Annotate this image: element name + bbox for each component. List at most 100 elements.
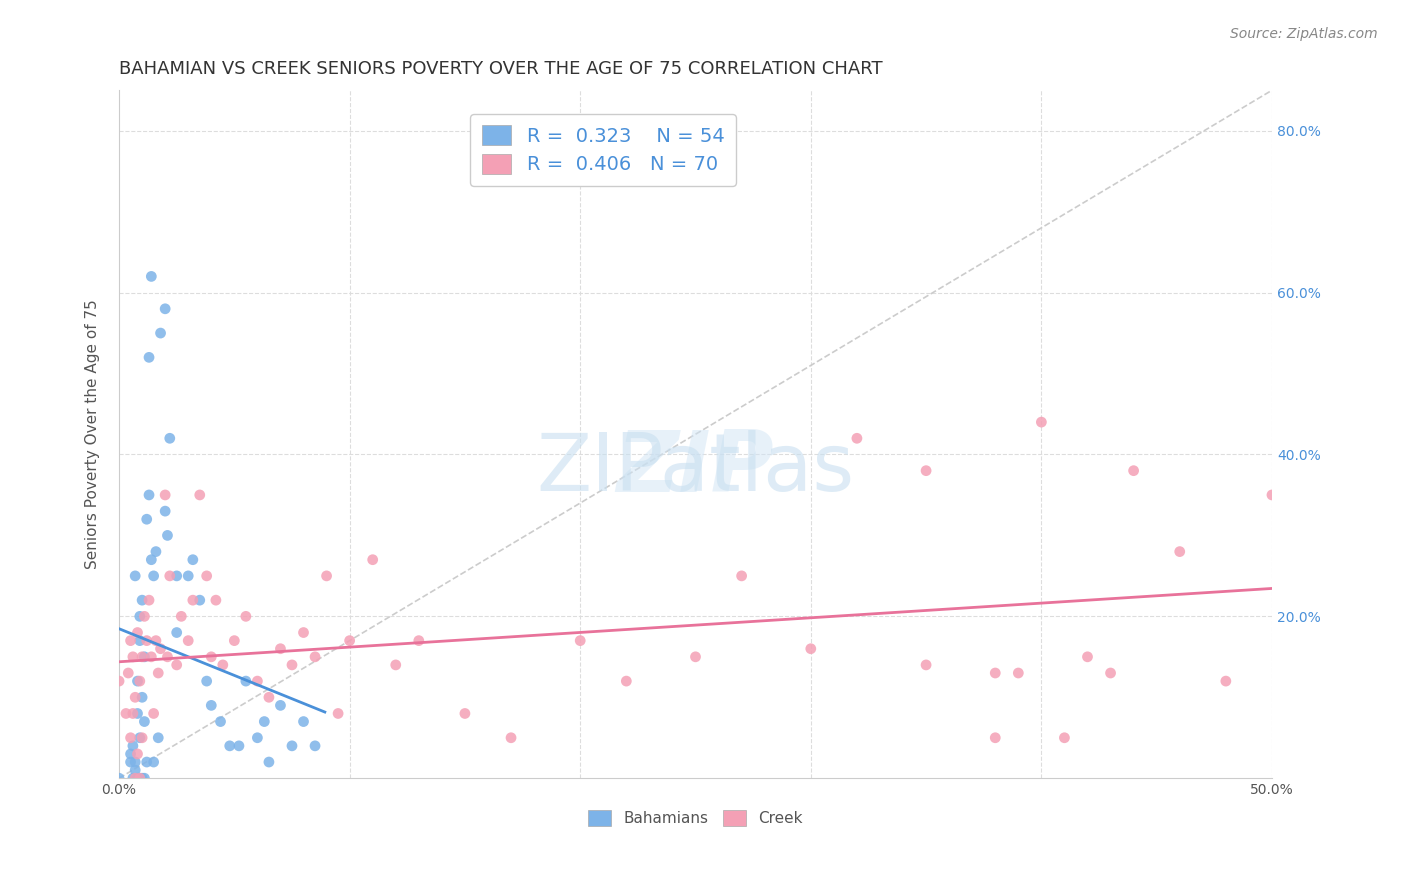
- Point: [1007, 665, 1029, 680]
- Point: [166, 625, 188, 640]
- Point: [124, 771, 146, 785]
- Point: [281, 739, 304, 753]
- Point: [195, 674, 218, 689]
- Point: [209, 714, 232, 729]
- Point: [141, 269, 163, 284]
- Point: [115, 706, 138, 721]
- Text: BAHAMIAN VS CREEK SENIORS POVERTY OVER THE AGE OF 75 CORRELATION CHART: BAHAMIAN VS CREEK SENIORS POVERTY OVER T…: [120, 60, 883, 78]
- Point: [120, 747, 142, 761]
- Point: [142, 706, 165, 721]
- Point: [1261, 488, 1284, 502]
- Point: [124, 569, 146, 583]
- Point: [128, 674, 150, 689]
- Point: [1215, 674, 1237, 689]
- Point: [127, 674, 149, 689]
- Point: [159, 569, 181, 583]
- Point: [142, 755, 165, 769]
- Point: [315, 569, 337, 583]
- Point: [122, 706, 145, 721]
- Point: [200, 649, 222, 664]
- Point: [218, 739, 240, 753]
- Point: [499, 731, 522, 745]
- Point: [141, 552, 163, 566]
- Point: [1122, 464, 1144, 478]
- Point: [142, 569, 165, 583]
- Point: [149, 641, 172, 656]
- Point: [135, 633, 157, 648]
- Text: ZIP: ZIP: [617, 427, 775, 510]
- Point: [120, 755, 142, 769]
- Point: [127, 771, 149, 785]
- Point: [120, 731, 142, 745]
- Point: [845, 431, 868, 445]
- Point: [984, 665, 1007, 680]
- Point: [253, 714, 276, 729]
- Point: [128, 771, 150, 785]
- Point: [915, 464, 938, 478]
- Point: [108, 771, 131, 785]
- Point: [131, 731, 153, 745]
- Point: [166, 569, 188, 583]
- Point: [127, 747, 149, 761]
- Point: [138, 593, 160, 607]
- Point: [177, 569, 200, 583]
- Point: [304, 739, 326, 753]
- Point: [195, 569, 218, 583]
- Point: [281, 657, 304, 672]
- Point: [127, 706, 149, 721]
- Point: [235, 609, 257, 624]
- Point: [131, 690, 153, 705]
- Point: [131, 593, 153, 607]
- Point: [800, 641, 823, 656]
- Point: [138, 488, 160, 502]
- Y-axis label: Seniors Poverty Over the Age of 75: Seniors Poverty Over the Age of 75: [86, 300, 100, 569]
- Point: [269, 698, 291, 713]
- Point: [128, 731, 150, 745]
- Point: [188, 593, 211, 607]
- Point: [1053, 731, 1076, 745]
- Point: [1099, 665, 1122, 680]
- Point: [257, 755, 280, 769]
- Point: [730, 569, 752, 583]
- Point: [145, 544, 167, 558]
- Point: [124, 755, 146, 769]
- Point: [134, 714, 156, 729]
- Point: [292, 625, 315, 640]
- Point: [170, 609, 193, 624]
- Point: [915, 657, 938, 672]
- Point: [326, 706, 349, 721]
- Point: [153, 488, 176, 502]
- Point: [685, 649, 707, 664]
- Point: [1168, 544, 1191, 558]
- Point: [211, 657, 233, 672]
- Point: [200, 698, 222, 713]
- Point: [156, 528, 179, 542]
- Point: [124, 690, 146, 705]
- Point: [269, 641, 291, 656]
- Point: [122, 739, 145, 753]
- Point: [124, 763, 146, 777]
- Point: [145, 633, 167, 648]
- Point: [181, 552, 204, 566]
- Point: [122, 649, 145, 664]
- Point: [156, 649, 179, 664]
- Point: [339, 633, 361, 648]
- Point: [235, 674, 257, 689]
- Point: [134, 609, 156, 624]
- Text: ZIPatlas: ZIPatlas: [499, 427, 893, 510]
- Point: [149, 326, 172, 340]
- Text: Source: ZipAtlas.com: Source: ZipAtlas.com: [1230, 27, 1378, 41]
- Point: [122, 771, 145, 785]
- Point: [120, 633, 142, 648]
- Point: [138, 351, 160, 365]
- Point: [135, 755, 157, 769]
- Point: [205, 593, 228, 607]
- Point: [127, 625, 149, 640]
- Point: [984, 731, 1007, 745]
- Point: [128, 609, 150, 624]
- Point: [384, 657, 406, 672]
- Point: [181, 593, 204, 607]
- Point: [141, 649, 163, 664]
- Point: [153, 301, 176, 316]
- Point: [1031, 415, 1053, 429]
